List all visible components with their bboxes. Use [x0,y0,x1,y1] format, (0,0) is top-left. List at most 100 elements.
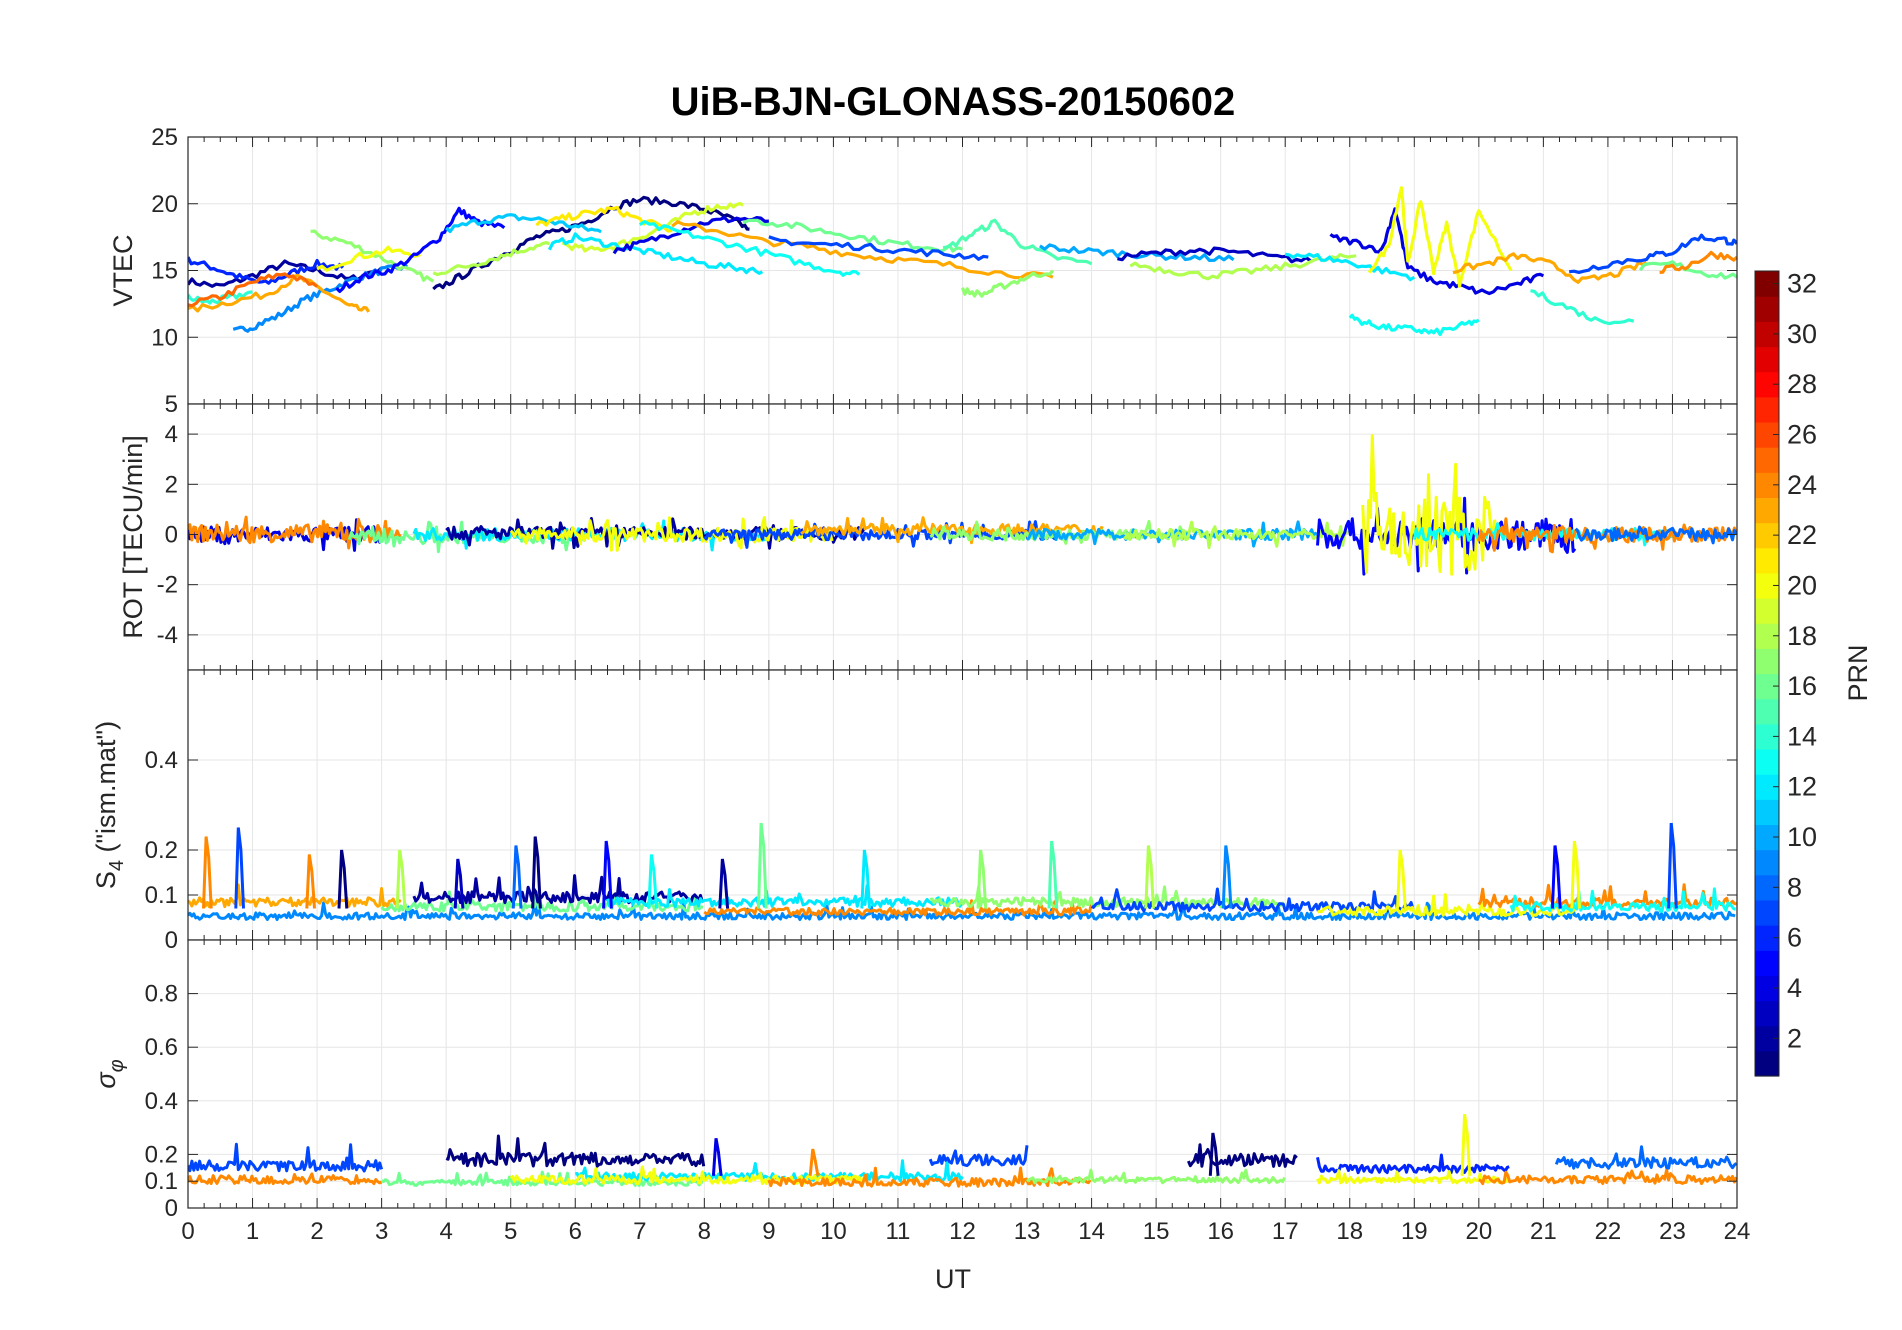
vtec-series-prn-7 [768,235,989,261]
vtec-series-prn-13 [638,220,861,277]
colorbar-segment [1755,1050,1779,1077]
x-tick-label: 1 [246,1218,259,1245]
vtec-y-tick-label: 10 [151,324,178,351]
s4-x-ticks [187,670,1738,940]
s4-spike-prn-5 [1550,845,1562,909]
colorbar-tick-label: 10 [1787,822,1817,852]
vtec-y-ticks: 5 10 15 20 25 [151,124,1737,418]
vtec-series-prn-4 [1329,207,1545,296]
x-tick-label: 0 [181,1218,194,1245]
s4-y-tick-label: 0.4 [145,747,178,774]
rot-y-tick-label: -4 [157,622,178,649]
colorbar-segment [1755,799,1779,826]
chart-title: UiB-BJN-GLONASS-20150602 [671,80,1236,124]
x-tick-label: 20 [1465,1218,1492,1245]
colorbar-tick-label: 12 [1787,772,1817,802]
vtec-series-prn-23 [188,273,371,313]
sigma-y-ticks: 00.10.2 0.4 0.6 0.8 [145,981,1737,1222]
s4-spike-prn-8 [511,845,523,909]
x-tick-label: 4 [439,1218,452,1245]
colorbar-tick-label: 28 [1787,369,1817,399]
colorbar-tick-label: 30 [1787,319,1817,349]
colorbar-segment [1755,396,1779,423]
x-tick-label: 17 [1272,1218,1299,1245]
rot-y-tick-label: 2 [165,471,178,498]
s4-spike-prn-20 [1570,840,1581,909]
sigma-series-prn-1 [445,1134,706,1168]
s4-spike-prn-20 [1396,849,1407,909]
s4-spike-prn-13 [647,854,659,909]
s4-spike-prn-24 [305,854,316,909]
colorbar-segment [1755,447,1779,473]
x-tick-label: 19 [1401,1218,1428,1245]
s4-y-tick-label: 0 [165,927,178,954]
sigma-series-prn-16 [381,1170,704,1187]
vtec-y-tick-label: 15 [151,258,178,285]
sigma-series-prn-20 [1316,1169,1511,1185]
sigma-series-prn-24 [1478,1168,1737,1186]
vtec-series-prn-17 [310,229,435,283]
s4-spike-prn-1 [337,849,349,909]
x-tick-label: 2 [310,1218,323,1245]
sigma-spike-prn-20 [1460,1113,1472,1176]
s4-series-prn-23 [188,883,402,909]
x-tick-label: 21 [1530,1218,1557,1245]
s4-series-prn-13 [1509,887,1736,913]
vtec-y-axis-label: VTEC [108,234,138,306]
rot-series [188,434,1737,576]
sigma-y-axis-label: σφ [91,1059,128,1088]
y-label-main: S [91,871,121,889]
colorbar-segment [1755,748,1779,775]
vtec-panel: 5 10 15 20 25 VTEC [108,124,1738,418]
vtec-series-prn-20 [316,245,421,272]
y-label-sub: φ [106,1059,128,1072]
sigma-series-prn-24 [188,1172,383,1186]
colorbar-tick-label: 20 [1787,570,1817,600]
x-axis-label: UT [935,1264,971,1294]
vtec-y-tick-label: 5 [165,391,178,418]
s4-spike-prn-7 [234,827,245,909]
vtec-series-prn-12 [547,232,764,275]
rot-y-tick-label: 0 [165,521,178,548]
s4-series-prn-12 [606,884,964,909]
s4-spike-prn-5 [602,840,613,909]
vtec-series-prn-23 [1452,252,1648,284]
vtec-y-tick-label: 20 [151,191,178,218]
colorbar-segment [1755,648,1779,675]
s4-y-axis-label: S4 ("ism.mat") [91,721,128,889]
x-tick-label: 10 [820,1218,847,1245]
colorbar-tick-label: 2 [1787,1023,1802,1053]
vtec-series-prn-11 [445,213,602,234]
s4-series-prn-20 [1316,893,1577,918]
s4-y-tick-label: 0.1 [145,882,178,909]
colorbar-tick-label: 22 [1787,520,1817,550]
colorbar-segment [1755,598,1779,624]
s4-spike-prn-3 [453,858,465,909]
sigma-y-tick-label: 0 [165,1195,178,1222]
x-tick-label: 7 [633,1218,646,1245]
vtec-y-tick-label: 25 [151,124,178,151]
s4-spike-prn-17 [976,849,988,909]
vtec-series-prn-24 [1659,250,1737,274]
x-tick-label: 8 [698,1218,711,1245]
vtec-series-prn-25 [188,272,319,308]
x-tick-label: 3 [375,1218,388,1245]
colorbar-frame [1754,270,1780,1077]
sigma-y-tick-label: 0.2 [145,1141,178,1168]
s4-panel: 0 0.1 0.2 0.4 S4 ("ism.mat") [91,669,1738,954]
colorbar-segment [1755,497,1779,524]
colorbar-tick-label: 14 [1787,721,1817,751]
vtec-series-prn-15 [942,218,1093,266]
sigma-y-tick-label: 0.1 [145,1168,178,1195]
colorbar-tick-label: 6 [1787,923,1802,953]
rot-series-prn-20 [1361,434,1497,576]
colorbar-segment [1755,950,1779,976]
sigma-series [188,1113,1737,1188]
s4-spike-prn-12 [860,849,872,909]
x-tick-label: 6 [569,1218,582,1245]
s4-y-tick-label: 0.2 [145,837,178,864]
rot-y-ticks: -4 -2 0 2 4 [157,421,1737,649]
colorbar-tick-label: 4 [1787,973,1802,1003]
vtec-series-prn-20 [1367,186,1513,288]
vtec-series-prn-10 [1039,243,1235,262]
